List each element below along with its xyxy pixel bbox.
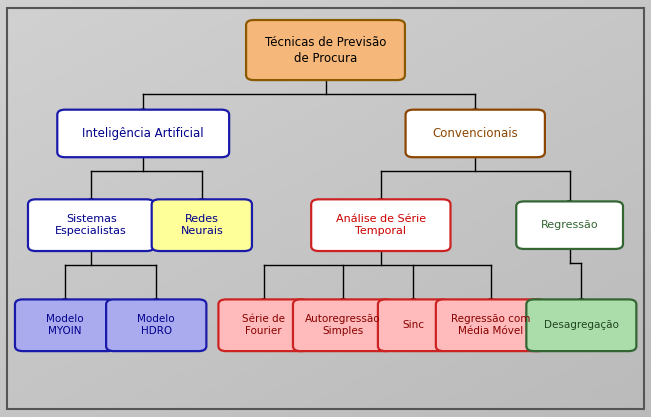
Text: Sistemas
Especialistas: Sistemas Especialistas: [55, 214, 127, 236]
Text: Convencionais: Convencionais: [432, 127, 518, 140]
Text: Modelo
HDRO: Modelo HDRO: [137, 314, 175, 337]
FancyBboxPatch shape: [106, 299, 206, 351]
Text: Modelo
MYOIN: Modelo MYOIN: [46, 314, 84, 337]
Text: Série de
Fourier: Série de Fourier: [242, 314, 285, 337]
Text: Técnicas de Previsão
de Procura: Técnicas de Previsão de Procura: [265, 35, 386, 65]
Text: Redes
Neurais: Redes Neurais: [180, 214, 223, 236]
FancyBboxPatch shape: [311, 199, 450, 251]
FancyBboxPatch shape: [152, 199, 252, 251]
Text: Regressão com
Média Móvel: Regressão com Média Móvel: [451, 314, 531, 337]
FancyBboxPatch shape: [406, 110, 545, 157]
FancyBboxPatch shape: [526, 299, 637, 351]
FancyBboxPatch shape: [516, 201, 623, 249]
Text: Desagregação: Desagregação: [544, 320, 619, 330]
FancyBboxPatch shape: [15, 299, 115, 351]
FancyBboxPatch shape: [57, 110, 229, 157]
Text: Autoregressão
Simples: Autoregressão Simples: [305, 314, 381, 337]
FancyBboxPatch shape: [436, 299, 546, 351]
FancyBboxPatch shape: [378, 299, 449, 351]
FancyBboxPatch shape: [293, 299, 393, 351]
FancyBboxPatch shape: [28, 199, 154, 251]
Text: Inteligência Artificial: Inteligência Artificial: [83, 127, 204, 140]
Text: Análise de Série
Temporal: Análise de Série Temporal: [336, 214, 426, 236]
FancyBboxPatch shape: [246, 20, 405, 80]
FancyBboxPatch shape: [219, 299, 309, 351]
Text: Regressão: Regressão: [541, 220, 598, 230]
Text: Sinc: Sinc: [402, 320, 424, 330]
